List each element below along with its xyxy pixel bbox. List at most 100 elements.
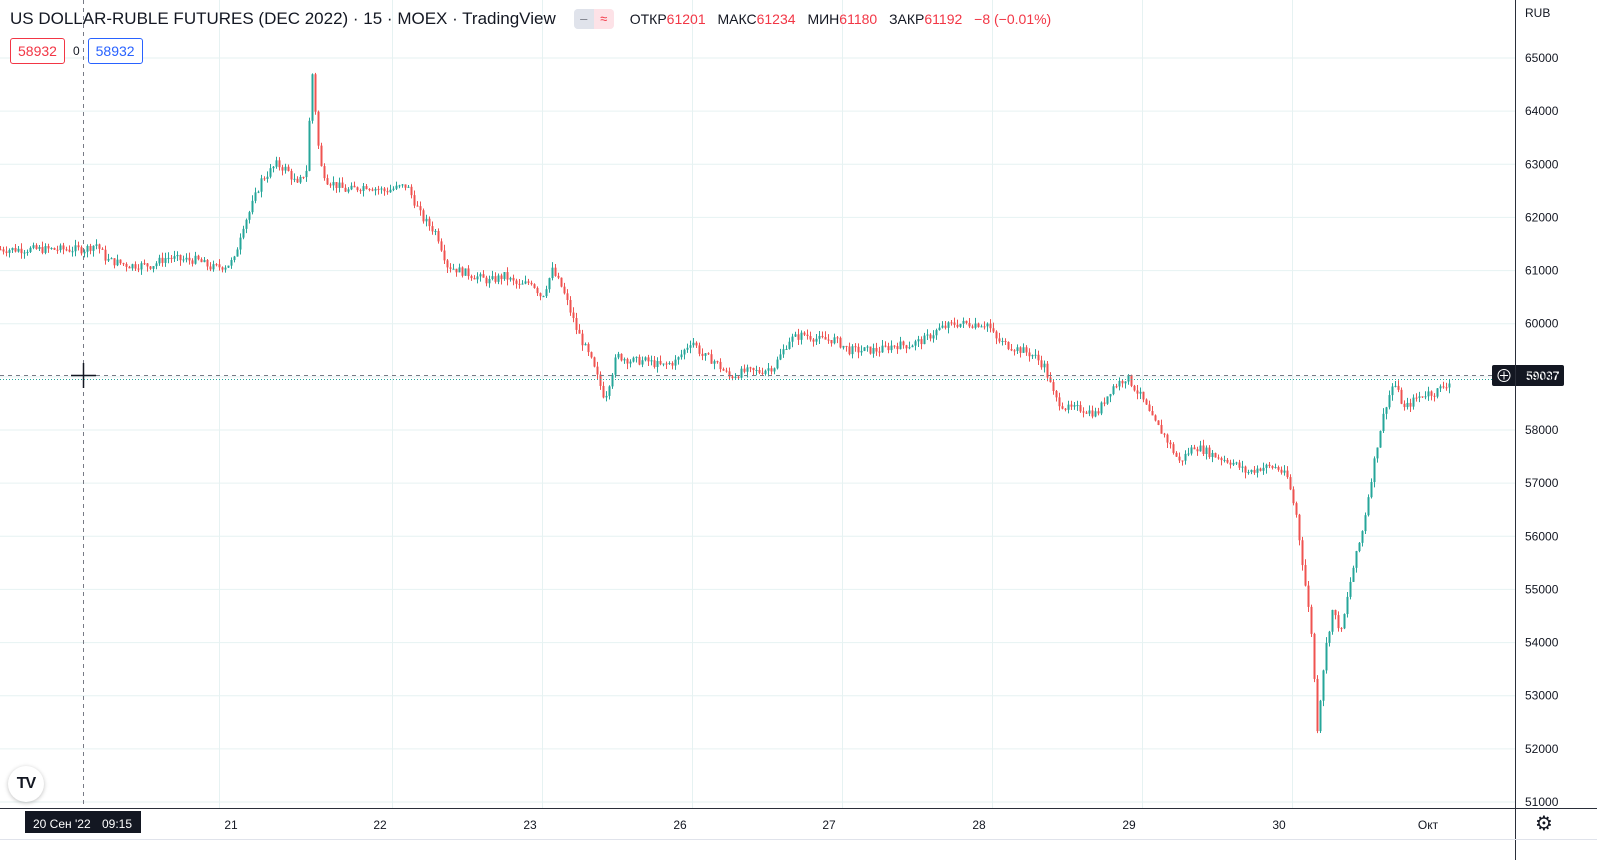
candle-body xyxy=(1160,424,1163,434)
candle-body xyxy=(545,289,548,297)
candle-body xyxy=(617,353,620,358)
candle-body xyxy=(1241,466,1244,468)
candle-body xyxy=(110,258,113,260)
y-tick-label: 62000 xyxy=(1525,210,1559,224)
buy-button[interactable]: 58932 xyxy=(87,38,143,64)
candle-body xyxy=(1190,447,1193,454)
x-tick-label: 30 xyxy=(1272,818,1286,832)
candle-body xyxy=(824,337,827,340)
candle-body xyxy=(443,250,446,261)
candle-body xyxy=(314,74,317,112)
candle-body xyxy=(284,166,287,171)
candle-body xyxy=(725,370,728,372)
y-tick-label: 55000 xyxy=(1525,582,1559,596)
symbol-title[interactable]: US DOLLAR-RUBLE FUTURES (DEC 2022) · 15 … xyxy=(10,9,556,28)
candle-body xyxy=(503,272,506,280)
candle-body xyxy=(1202,445,1205,455)
candle-body xyxy=(581,333,584,346)
candle-body xyxy=(638,356,641,365)
candle-body xyxy=(677,357,680,360)
candle-body xyxy=(98,244,101,249)
candle-body xyxy=(776,359,779,369)
candle-body xyxy=(2,249,5,252)
candle-body xyxy=(995,331,998,339)
candle-body xyxy=(206,260,209,267)
candle-body xyxy=(599,374,602,386)
candle-body xyxy=(770,368,773,372)
x-tick-label: 26 xyxy=(673,818,687,832)
candle-body xyxy=(1076,405,1079,407)
candle-body xyxy=(338,182,341,188)
candle-body xyxy=(332,182,335,186)
candle-body xyxy=(1427,391,1430,397)
candle-body xyxy=(257,191,260,193)
sell-button[interactable]: 58932 xyxy=(10,38,65,64)
currency-label[interactable]: RUB xyxy=(1525,6,1551,20)
candle-body xyxy=(449,267,452,269)
candle-body xyxy=(1214,452,1217,458)
candle-body xyxy=(146,263,149,267)
candle-body xyxy=(1094,411,1097,417)
candle-body xyxy=(431,226,434,232)
candle-body xyxy=(1157,420,1160,425)
candle-body xyxy=(944,325,947,328)
candle-body xyxy=(8,250,11,253)
candle-body xyxy=(497,275,500,282)
candle-body xyxy=(521,283,524,285)
candle-body xyxy=(404,184,407,188)
y-tick-label: 52000 xyxy=(1525,742,1559,756)
candle-body xyxy=(1343,614,1346,629)
candle-body xyxy=(881,345,884,353)
tradingview-logo-icon[interactable]: TV xyxy=(8,766,44,802)
candle-body xyxy=(470,276,473,279)
candle-body xyxy=(1196,449,1199,452)
candle-body xyxy=(365,186,368,190)
symbol-legend: US DOLLAR-RUBLE FUTURES (DEC 2022) · 15 … xyxy=(10,6,1059,32)
candle-body xyxy=(1367,497,1370,516)
hide-icon[interactable]: – xyxy=(573,9,594,29)
candle-body xyxy=(899,341,902,350)
candle-body xyxy=(1115,386,1118,388)
candle-body xyxy=(35,245,38,249)
candle-body xyxy=(524,281,527,284)
candle-body xyxy=(398,185,401,187)
candle-body xyxy=(1430,391,1433,396)
candle-body xyxy=(1274,467,1277,469)
candle-body xyxy=(1388,395,1391,408)
candle-body xyxy=(1124,381,1127,384)
candle-body xyxy=(1277,467,1280,470)
candle-body xyxy=(323,166,326,179)
candle-body xyxy=(425,218,428,222)
low-value: 61180 xyxy=(839,11,878,27)
y-tick-label: 61000 xyxy=(1525,264,1559,278)
candle-body xyxy=(41,246,44,253)
candle-body xyxy=(875,347,878,352)
candle-body xyxy=(203,260,206,263)
candle-body xyxy=(548,278,551,290)
candle-body xyxy=(1313,633,1316,679)
candle-body xyxy=(1250,469,1253,473)
candle-body xyxy=(362,186,365,191)
candle-body xyxy=(5,251,8,253)
candle-body xyxy=(950,322,953,324)
candle-body xyxy=(836,337,839,339)
compare-icon[interactable]: ≈ xyxy=(593,9,614,29)
candle-body xyxy=(320,145,323,167)
settings-gear-icon[interactable]: ⚙ xyxy=(1535,813,1553,835)
candle-body xyxy=(647,357,650,362)
candle-body xyxy=(1418,396,1421,398)
candle-body xyxy=(239,237,242,250)
candle-body xyxy=(635,356,638,358)
candle-body xyxy=(1325,642,1328,671)
candle-body xyxy=(1070,404,1073,407)
candle-body xyxy=(401,184,404,186)
candle-body xyxy=(1121,380,1124,384)
candle-body xyxy=(86,245,89,252)
candle-body xyxy=(293,178,296,180)
candle-body xyxy=(941,325,944,328)
candle-body xyxy=(260,178,263,192)
candle-body xyxy=(191,260,194,264)
candle-body xyxy=(1295,503,1298,515)
candle-body xyxy=(701,353,704,356)
